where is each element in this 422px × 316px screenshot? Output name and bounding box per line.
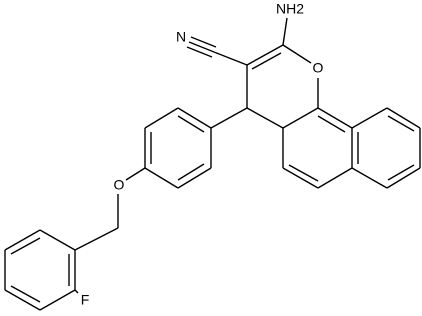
atom-label: O <box>313 60 324 76</box>
atom-label: NH2 <box>276 1 304 17</box>
atom-label: N <box>176 29 186 45</box>
atom-label: F <box>81 292 90 308</box>
bonds <box>4 17 421 311</box>
atom-label: O <box>114 177 125 193</box>
